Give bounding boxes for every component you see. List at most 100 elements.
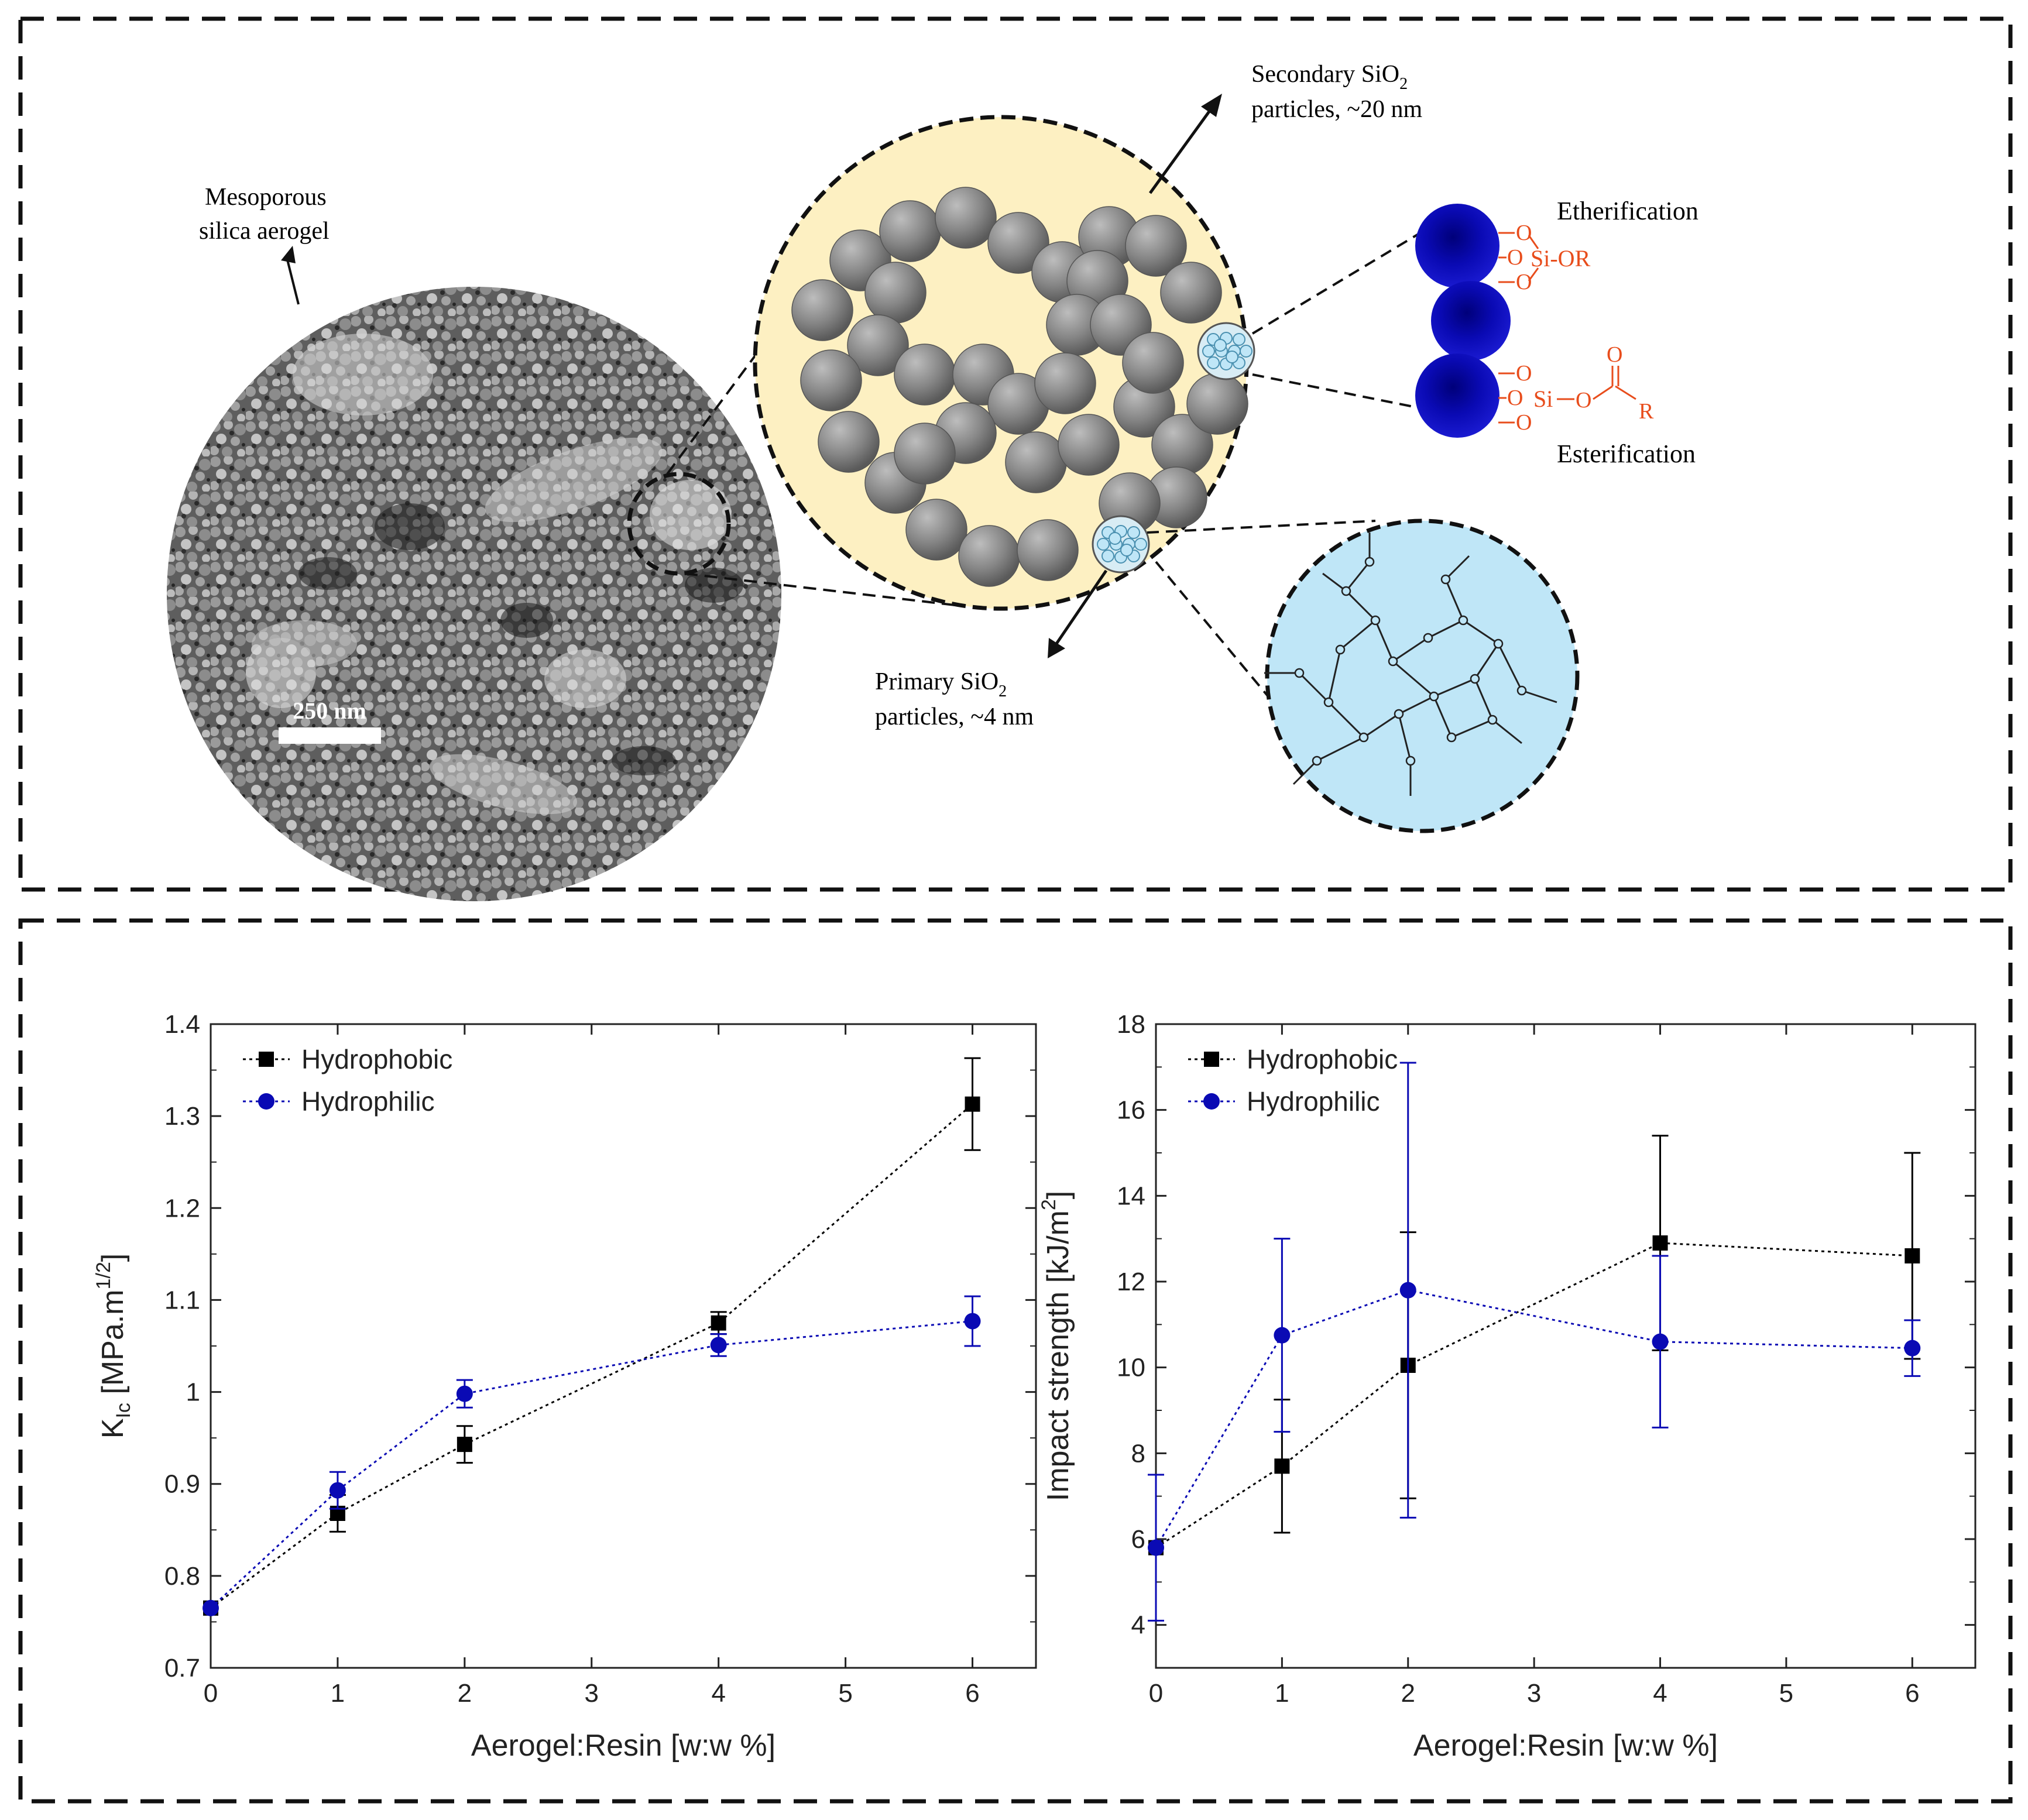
sem-label-arrow (286, 257, 300, 305)
legend-label: Hydrophobic (1247, 1044, 1398, 1074)
data-point-square (965, 1096, 980, 1112)
x-tick-label: 6 (965, 1679, 979, 1708)
legend-label: Hydrophilic (1247, 1086, 1380, 1117)
y-tick-label: 16 (1117, 1096, 1145, 1125)
secondary-particle-network (753, 115, 1255, 611)
x-tick-label: 5 (838, 1679, 852, 1708)
x-tick-label: 0 (204, 1679, 218, 1708)
scale-bar-label: 250 nm (293, 698, 366, 724)
chem-connector-top (1251, 227, 1429, 335)
network-connector-bottom (1155, 561, 1289, 721)
series-line (210, 1320, 973, 1609)
primary-label-line2: particles, ~4 nm (875, 703, 1034, 730)
svg-text:O: O (1607, 342, 1622, 367)
x-tick-label: 2 (458, 1679, 472, 1708)
sem-zoom-circle (627, 472, 731, 576)
x-axis-label: Aerogel:Resin [w:w %] (1413, 1729, 1718, 1763)
y-axis-label: Impact strength [kJ/m2] (1038, 1191, 1075, 1501)
y-tick-label: 12 (1117, 1268, 1145, 1296)
zoom-connector-bottom (684, 572, 960, 607)
etherification-label: Etherification (1557, 197, 1698, 225)
top-panel-frame (18, 16, 2013, 892)
data-point-square (457, 1437, 472, 1452)
plot-frame (1155, 1023, 1976, 1669)
data-point-square (711, 1315, 726, 1331)
x-tick-label: 3 (1527, 1679, 1541, 1708)
sem-image: 250 nm (167, 287, 781, 901)
svg-text:O: O (1576, 388, 1591, 413)
svg-text:O: O (1516, 410, 1532, 435)
primary-cluster-right (1197, 322, 1255, 380)
svg-text:O: O (1507, 245, 1523, 270)
secondary-arrow (1148, 107, 1213, 194)
y-tick-label: 6 (1131, 1525, 1145, 1554)
legend-marker (258, 1093, 274, 1110)
x-tick-label: 5 (1779, 1679, 1793, 1708)
x-tick-label: 4 (711, 1679, 725, 1708)
series-line (1155, 1242, 1913, 1548)
y-tick-label: 0.9 (164, 1470, 200, 1499)
plot-frame (210, 1023, 1037, 1669)
x-tick-label: 1 (1275, 1679, 1289, 1708)
y-axis-label: KIc [MPa.m1/2] (92, 1254, 135, 1438)
x-tick-label: 4 (1653, 1679, 1667, 1708)
svg-text:O: O (1516, 221, 1532, 245)
y-tick-label: 4 (1131, 1611, 1145, 1640)
data-point-circle (710, 1337, 727, 1354)
primary-label-line1: Primary SiO2 (875, 668, 1007, 700)
data-point-circle (456, 1385, 473, 1402)
esterification-label: Esterification (1557, 439, 1696, 468)
svg-text:O: O (1507, 386, 1523, 410)
etherification-structure: O O O Si-OR (1498, 221, 1591, 294)
data-point-circle (964, 1313, 981, 1330)
y-tick-label: 18 (1117, 1010, 1145, 1039)
y-tick-label: 1.4 (164, 1010, 200, 1039)
secondary-label-line1: Secondary SiO2 (1251, 61, 1408, 93)
fracture-toughness-chart: 0 1 2 3 4 5 6 0.7 0.8 0.9 1 1.1 1.2 1.3 1.4 Aerogel:Res… (92, 1010, 1037, 1763)
sem-label-line1: Mesoporous (205, 184, 327, 211)
x-axis-label: Aerogel:Resin [w:w %] (471, 1729, 775, 1763)
bottom-panel-frame (18, 918, 2013, 1804)
data-point-circle (329, 1482, 346, 1499)
legend-marker (1203, 1093, 1220, 1110)
secondary-label-line2: particles, ~20 nm (1251, 96, 1422, 123)
surface-modified-particles (1415, 204, 1511, 438)
primary-particle-network (1264, 518, 1580, 833)
network-connector-top (1147, 520, 1376, 534)
data-point-circle (1652, 1333, 1669, 1350)
primary-cluster-bottom (1092, 515, 1150, 574)
svg-text:R: R (1639, 399, 1654, 424)
svg-text:Si-OR: Si-OR (1531, 245, 1591, 272)
y-tick-label: 1 (186, 1378, 200, 1407)
x-tick-label: 2 (1401, 1679, 1415, 1708)
data-point-circle (1399, 1282, 1416, 1299)
svg-text:O: O (1516, 361, 1532, 386)
y-tick-label: 14 (1117, 1182, 1145, 1210)
primary-arrow (1055, 569, 1108, 645)
series-line (210, 1103, 973, 1609)
zoom-connector-top (666, 268, 821, 475)
sem-label-line2: silica aerogel (199, 218, 330, 245)
y-tick-label: 8 (1131, 1439, 1145, 1468)
x-tick-label: 0 (1149, 1679, 1163, 1708)
y-tick-label: 1.2 (164, 1194, 200, 1223)
y-tick-label: 10 (1117, 1354, 1145, 1382)
legend-marker (259, 1052, 274, 1067)
data-point-square (1274, 1458, 1290, 1474)
x-tick-label: 3 (585, 1679, 599, 1708)
legend-marker (1204, 1052, 1219, 1067)
y-tick-label: 0.8 (164, 1562, 200, 1591)
esterification-structure: O O O Si O O R (1498, 342, 1654, 435)
legend-label: Hydrophobic (301, 1044, 452, 1074)
data-point-square (1905, 1248, 1920, 1263)
y-tick-label: 0.7 (164, 1654, 200, 1682)
svg-text:O: O (1516, 270, 1532, 294)
data-point-circle (203, 1599, 219, 1616)
data-point-circle (1904, 1340, 1921, 1357)
data-point-circle (1274, 1327, 1291, 1344)
series-line (1155, 1289, 1913, 1548)
svg-text:Si: Si (1533, 386, 1553, 412)
x-tick-label: 1 (331, 1679, 345, 1708)
